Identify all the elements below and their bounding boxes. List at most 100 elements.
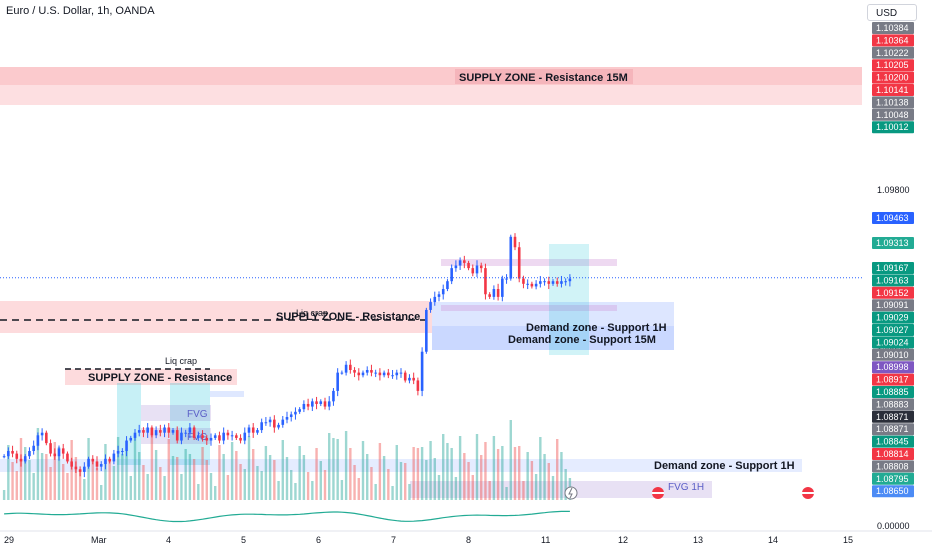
candle-body xyxy=(555,281,559,284)
supply-zone-low xyxy=(65,369,237,385)
volume-bar xyxy=(311,481,314,500)
demand-zone-1h-low-label: Demand zone - Support 1H xyxy=(654,460,795,472)
candle-body xyxy=(74,466,78,470)
candle-body xyxy=(564,281,567,283)
lightning-icon[interactable] xyxy=(564,486,578,500)
volume-bar xyxy=(290,470,293,500)
volume-bar xyxy=(180,474,183,500)
price-label-bg xyxy=(872,108,914,121)
supply-zone-15m-label-bg xyxy=(455,69,633,84)
volume-bar xyxy=(226,475,230,500)
time-axis[interactable]: 29 Mar 4 5 6 7 8 11 12 13 14 15 xyxy=(0,530,932,545)
volume-bar xyxy=(450,448,453,500)
price-label-bg xyxy=(872,472,914,485)
candle-body xyxy=(116,450,120,454)
candle-body xyxy=(382,372,386,376)
pink-band-top xyxy=(441,259,617,266)
supply-zone-15m-label: SUPPLY ZONE - Resistance 15M xyxy=(459,72,628,84)
x-tick-label: 29 xyxy=(4,535,14,545)
candle-body xyxy=(560,281,563,284)
volume-bar xyxy=(336,439,339,500)
price-label-bg xyxy=(872,237,914,249)
volume-bar xyxy=(366,454,369,500)
volume-bar xyxy=(484,442,487,500)
candle-body xyxy=(273,419,276,428)
volume-bar xyxy=(463,453,466,500)
volume-bar xyxy=(171,456,175,500)
volume-bar xyxy=(467,462,470,500)
volume-bar xyxy=(32,473,35,500)
volume-bar xyxy=(564,469,567,500)
volume-bar xyxy=(556,439,559,500)
candle-body xyxy=(513,236,517,248)
price-label: 1.08650 xyxy=(876,486,909,496)
volume-bar xyxy=(387,469,390,500)
volume-bar xyxy=(458,436,462,500)
price-label-bg xyxy=(872,435,914,448)
candle-body xyxy=(40,432,44,436)
volume-bar xyxy=(501,446,504,500)
candle-body xyxy=(285,417,289,420)
price-label: 1.10048 xyxy=(876,110,909,120)
price-label: 1.08998 xyxy=(876,362,909,372)
volume-bar xyxy=(323,470,327,500)
price-label: 1.10141 xyxy=(876,85,909,95)
candle-body xyxy=(395,372,399,376)
demand-zone-15m xyxy=(432,326,674,350)
price-label-bg xyxy=(872,34,914,47)
candle-body xyxy=(365,370,369,373)
volume-bar xyxy=(302,455,306,500)
zones-layer: SUPPLY ZONE - Resistance 15M Liq crap SU… xyxy=(0,67,862,498)
candle-body xyxy=(83,466,86,472)
candle-body xyxy=(387,372,390,376)
candle-body xyxy=(201,435,204,438)
candle-body xyxy=(78,469,82,472)
volume-bar xyxy=(83,479,86,500)
price-label-bg xyxy=(872,361,914,374)
volume-bar xyxy=(218,445,221,500)
price-label-bg xyxy=(872,22,914,34)
candle-body xyxy=(243,432,247,441)
candle-body xyxy=(260,422,263,431)
candle-body xyxy=(154,430,158,436)
volume-bar xyxy=(209,473,213,500)
volume-bar xyxy=(492,436,496,500)
candle-body xyxy=(517,247,521,279)
candle-body xyxy=(230,435,234,437)
demand-zone-15m-label: Demand zone - Support 15M xyxy=(508,334,656,346)
candle-body xyxy=(28,450,31,457)
volume-bar xyxy=(505,487,508,500)
us-flag-icon-stripe xyxy=(652,492,664,494)
volume-bar xyxy=(201,447,204,500)
candle-body xyxy=(530,283,534,287)
candle-body xyxy=(180,432,183,441)
volume-bar xyxy=(108,461,111,500)
candle-body xyxy=(378,372,382,376)
volume-bar xyxy=(146,474,149,500)
volume-bar xyxy=(353,465,356,500)
price-label-bg xyxy=(872,46,914,59)
volume-bar xyxy=(45,454,48,500)
price-label: 1.08808 xyxy=(876,461,909,471)
candle-body xyxy=(125,440,128,451)
supply-zone-15m-inner xyxy=(0,67,862,85)
volume-bar xyxy=(539,437,542,500)
volume-bar xyxy=(11,462,14,500)
candle-body xyxy=(256,430,259,433)
x-tick-label: 13 xyxy=(693,535,703,545)
candle-body xyxy=(61,448,65,454)
liq-crap-label-1: Liq crap xyxy=(165,356,197,366)
volume-bar xyxy=(488,481,491,500)
candle-body xyxy=(479,265,483,269)
volume-bar xyxy=(471,475,474,500)
currency-selector[interactable]: USD xyxy=(867,4,917,21)
volume-bar xyxy=(239,464,242,500)
volume-bar xyxy=(154,450,158,500)
volume-bar xyxy=(344,431,348,500)
price-label: 1.08871 xyxy=(876,424,909,434)
candle-body xyxy=(311,401,314,407)
volume-bar xyxy=(332,438,335,500)
candle-body xyxy=(150,427,154,436)
candle-body xyxy=(298,409,301,412)
